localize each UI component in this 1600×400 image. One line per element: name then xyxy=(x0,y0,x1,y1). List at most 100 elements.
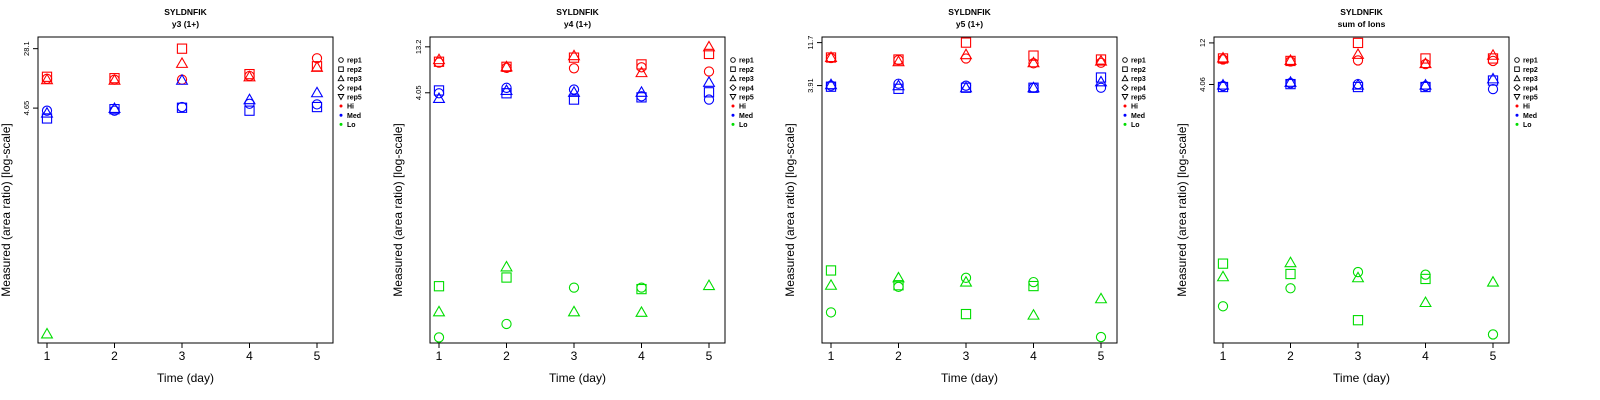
data-point-hi-rep3 xyxy=(635,66,648,78)
data-point-med-rep3 xyxy=(310,86,324,98)
legend-label: Lo xyxy=(347,122,356,129)
legend-dot-lo-icon xyxy=(731,122,735,126)
data-point-hi-rep1 xyxy=(1487,55,1499,67)
legend-dot-lo-icon xyxy=(1123,122,1127,126)
x-tick-label: 1 xyxy=(1220,349,1227,363)
legend-square-icon xyxy=(1514,66,1520,72)
data-point-hi-rep3 xyxy=(892,55,905,67)
legend-diamond-icon xyxy=(1121,84,1129,92)
legend-label: rep1 xyxy=(1523,58,1538,65)
data-point-lo-rep3 xyxy=(892,271,905,283)
legend-item-lo: Lo xyxy=(1515,122,1532,129)
data-point-lo-rep3 xyxy=(40,327,54,339)
legend-label: rep4 xyxy=(1131,85,1146,92)
legend-dot-hi-icon xyxy=(1515,104,1519,108)
data-point-hi-rep2 xyxy=(176,43,188,54)
data-point-hi-rep3 xyxy=(1351,47,1365,59)
legend-item-hi: Hi xyxy=(1515,104,1530,111)
x-tick-label: 2 xyxy=(111,349,118,363)
data-point-med-rep3 xyxy=(432,91,446,104)
legend-label: Hi xyxy=(1131,104,1138,111)
data-point-lo-rep3 xyxy=(1284,256,1297,268)
legend-dot-lo-icon xyxy=(1515,122,1519,126)
y-tick-label: 4.65 xyxy=(22,101,31,116)
data-point-lo-rep3 xyxy=(824,278,838,290)
data-point-hi-rep3 xyxy=(1094,54,1108,66)
data-point-med-rep1 xyxy=(1487,83,1499,95)
data-point-med-rep3 xyxy=(1351,78,1365,90)
legend-dot-hi-icon xyxy=(1123,104,1127,108)
data-point-med-rep2 xyxy=(244,105,255,116)
data-point-hi-rep1 xyxy=(1352,55,1364,66)
x-tick-label: 2 xyxy=(1287,349,1294,363)
data-point-hi-rep3 xyxy=(1419,57,1432,69)
legend-item-rep2: rep2 xyxy=(1122,66,1146,74)
legend-label: rep2 xyxy=(1131,67,1146,74)
data-point-med-rep1 xyxy=(176,101,188,113)
legend-item-rep3: rep3 xyxy=(729,74,754,83)
x-tick-label: 1 xyxy=(436,349,443,363)
data-point-hi-rep3 xyxy=(40,73,54,85)
x-tick-label: 4 xyxy=(246,349,253,363)
legend-triangle-down-icon xyxy=(729,94,737,101)
data-point-med-rep3 xyxy=(892,79,905,91)
data-point-lo-rep1 xyxy=(825,307,837,318)
legend-item-rep2: rep2 xyxy=(338,66,362,74)
data-point-hi-rep3 xyxy=(432,53,446,65)
data-point-hi-rep2 xyxy=(1285,55,1296,67)
legend-item-med: Med xyxy=(731,113,753,120)
data-point-hi-rep2 xyxy=(1217,53,1229,64)
y-tick-label: 13.2 xyxy=(414,40,423,55)
x-tick-label: 5 xyxy=(1490,349,1497,363)
data-point-hi-rep3 xyxy=(567,49,581,61)
legend-label: Med xyxy=(1131,113,1145,120)
legend-item-rep5: rep5 xyxy=(1121,94,1146,102)
data-point-med-rep3 xyxy=(108,101,121,114)
legend-label: rep3 xyxy=(739,76,754,83)
legend-label: rep1 xyxy=(347,58,362,65)
legend-label: rep5 xyxy=(1523,95,1538,102)
legend-diamond-icon xyxy=(729,84,737,92)
legend-label: Med xyxy=(1523,113,1537,120)
legend-circle-icon xyxy=(1122,57,1128,63)
x-tick-label: 4 xyxy=(1030,349,1037,363)
legend-item-rep1: rep1 xyxy=(730,57,754,65)
data-point-hi-rep1 xyxy=(1420,58,1431,70)
legend-label: rep2 xyxy=(1523,67,1538,74)
data-point-lo-rep1 xyxy=(1217,301,1229,312)
data-point-med-rep2 xyxy=(176,102,188,113)
legend-item-rep1: rep1 xyxy=(1122,57,1146,65)
chart-panel-2: SYLDNFIK y4 (1+) 1 2 3 4 5 Time (day) 13.2 4.05 Me… xyxy=(391,7,754,385)
chart-title: SYLDNFIK xyxy=(556,7,599,17)
data-point-hi-rep2 xyxy=(703,48,715,60)
legend-item-lo: Lo xyxy=(731,122,748,129)
data-point-hi-rep1 xyxy=(1095,57,1107,68)
legend-item-rep1: rep1 xyxy=(1514,57,1538,65)
data-point-lo-rep3 xyxy=(500,260,513,272)
legend-item-rep4: rep4 xyxy=(1513,84,1538,92)
data-point-hi-rep1 xyxy=(703,66,715,77)
x-axis-label: Time (day) xyxy=(941,371,998,385)
legend-square-icon xyxy=(1122,66,1128,72)
legend-dot-lo-icon xyxy=(339,122,343,126)
data-point-med-rep3 xyxy=(1419,78,1432,90)
y-axis-label: Measured (area ratio) [log-scale] xyxy=(783,123,797,296)
data-point-med-rep3 xyxy=(702,75,716,87)
data-point-med-rep3 xyxy=(1216,78,1230,90)
data-point-lo-rep2 xyxy=(1217,258,1229,269)
data-point-hi-rep2 xyxy=(1420,53,1431,64)
data-point-med-rep2 xyxy=(1487,75,1499,86)
legend-label: rep4 xyxy=(1523,85,1538,92)
x-tick-label: 3 xyxy=(1355,349,1362,363)
y-tick-label: 4.05 xyxy=(414,85,423,100)
x-tick-label: 2 xyxy=(895,349,902,363)
x-tick-label: 4 xyxy=(638,349,645,363)
legend-item-med: Med xyxy=(1515,113,1537,120)
legend-diamond-icon xyxy=(337,84,345,92)
chart-title: SYLDNFIK xyxy=(948,7,991,17)
data-point-lo-rep2 xyxy=(1285,268,1296,280)
data-point-med-rep1 xyxy=(1095,82,1107,93)
data-point-med-rep2 xyxy=(311,101,323,113)
chart-title: SYLDNFIK xyxy=(164,7,207,17)
